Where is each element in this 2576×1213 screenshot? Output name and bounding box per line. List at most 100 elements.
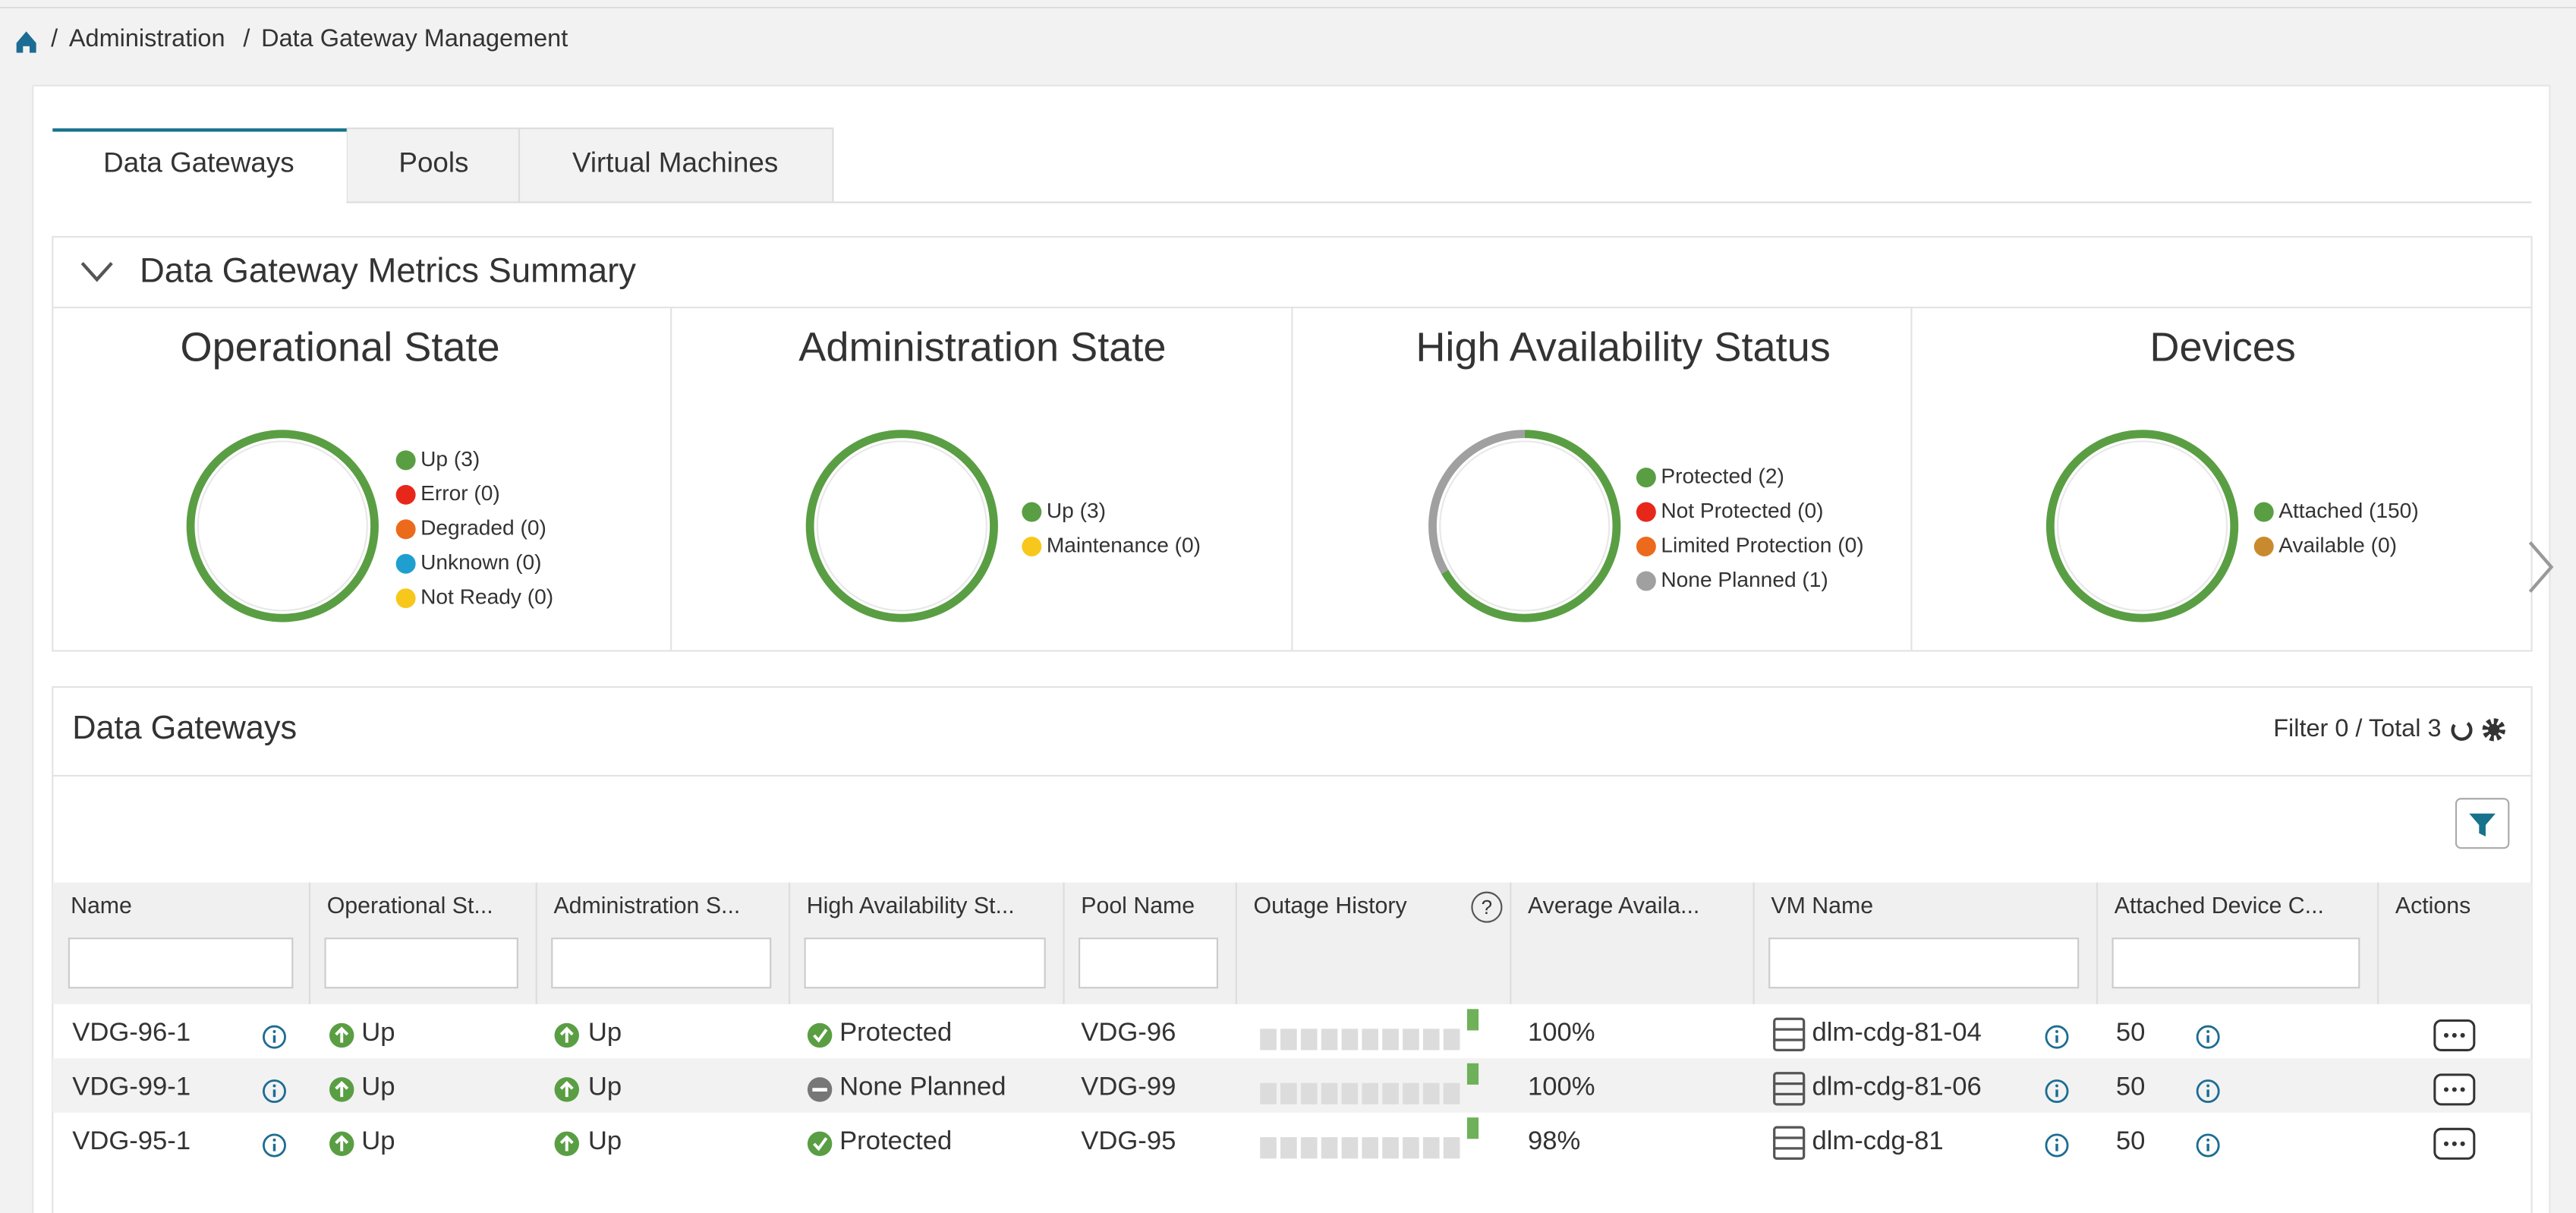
column-header: Attached Device C... <box>2115 893 2324 918</box>
actions-dot <box>2443 1032 2449 1038</box>
average-availability: 98% <box>1528 1126 1580 1155</box>
info-icon[interactable] <box>2196 1079 2220 1104</box>
tab-label[interactable]: Virtual Machines <box>572 147 778 178</box>
info-icon[interactable] <box>2045 1079 2069 1104</box>
legend-swatch <box>395 553 416 574</box>
legend-label: Attached (150) <box>2278 499 2419 522</box>
legend-label: Not Ready (0) <box>420 585 553 609</box>
info-icon[interactable] <box>263 1133 286 1158</box>
donut-segment <box>186 430 379 622</box>
info-icon[interactable] <box>2196 1133 2220 1158</box>
status-arrow <box>335 1135 349 1152</box>
outage-block <box>1362 1082 1379 1104</box>
actions-dot <box>2443 1087 2449 1092</box>
operational-state: Up <box>361 1072 395 1101</box>
filter-input[interactable] <box>1768 937 2080 989</box>
column-header: Name <box>71 893 132 918</box>
filter-input[interactable] <box>1079 937 1219 989</box>
help-icon[interactable] <box>1471 891 1503 923</box>
legend-swatch <box>1636 571 1656 591</box>
tab-active[interactable] <box>52 128 347 203</box>
outage-block <box>1422 1082 1440 1104</box>
legend-swatch <box>395 588 416 609</box>
filter-input[interactable] <box>551 937 772 989</box>
home-icon[interactable] <box>16 31 36 53</box>
pool-link[interactable]: VDG-99 <box>1081 1072 1176 1101</box>
vm-icon-lines <box>1774 1028 1804 1041</box>
vm-icon <box>1773 1126 1806 1160</box>
average-availability: 100% <box>1528 1018 1595 1047</box>
info-icon-dot <box>2055 1030 2058 1033</box>
outage-block <box>1443 1029 1460 1051</box>
attached-devices: 50 <box>2116 1126 2146 1155</box>
outage-block <box>1362 1137 1379 1159</box>
legend-label: Maintenance (0) <box>1047 533 1201 556</box>
pool-link[interactable]: VDG-96 <box>1081 1018 1176 1047</box>
info-icon[interactable] <box>2045 1025 2069 1049</box>
outage-block <box>1260 1137 1277 1159</box>
next-arrow[interactable] <box>2528 541 2554 593</box>
outage-block <box>1280 1082 1297 1104</box>
column-header: Operational St... <box>327 893 493 918</box>
legend-label: Up (3) <box>1047 499 1106 522</box>
actions-dot <box>2452 1032 2457 1038</box>
settings-icon[interactable] <box>2482 718 2505 742</box>
info-icon-dot <box>272 1084 276 1088</box>
tab[interactable] <box>518 128 834 203</box>
legend-swatch <box>395 450 416 471</box>
breadcrumb-current: Data Gateway Management <box>261 24 568 52</box>
info-icon[interactable] <box>2196 1025 2220 1049</box>
gateway-link[interactable]: VDG-95-1 <box>72 1126 191 1155</box>
legend-swatch <box>2253 537 2274 556</box>
gateway-link[interactable]: VDG-96-1 <box>72 1018 191 1047</box>
filter-input[interactable] <box>324 937 518 989</box>
filter-icon <box>2469 813 2496 837</box>
outage-block <box>1260 1082 1277 1104</box>
administration-state: Up <box>588 1018 622 1047</box>
legend-swatch <box>1636 502 1656 522</box>
column-header: High Availability St... <box>807 893 1015 918</box>
outage-block <box>1321 1082 1338 1104</box>
tab-label[interactable]: Pools <box>398 147 468 178</box>
info-icon[interactable] <box>263 1079 286 1104</box>
outage-block <box>1280 1137 1297 1159</box>
pool-link[interactable]: VDG-95 <box>1081 1126 1176 1155</box>
column-header: Average Availa... <box>1528 893 1699 918</box>
outage-block <box>1260 1029 1277 1051</box>
gateway-link[interactable]: VDG-99-1 <box>72 1072 191 1101</box>
filter-input[interactable] <box>2112 937 2360 989</box>
ha-check <box>813 1029 828 1043</box>
collapse-chevron[interactable] <box>80 262 113 282</box>
legend-label: Protected (2) <box>1661 465 1784 488</box>
info-icon[interactable] <box>263 1025 286 1049</box>
column-header: Outage History <box>1254 893 1408 918</box>
breadcrumb-link[interactable]: Administration <box>69 24 225 52</box>
tab-label[interactable]: Data Gateways <box>103 147 294 178</box>
refresh-icon[interactable] <box>2451 722 2473 741</box>
actions-dot <box>2452 1141 2457 1146</box>
legend-label: Limited Protection (0) <box>1661 533 1863 556</box>
administration-state: Up <box>588 1126 622 1155</box>
donut-inner-ring <box>2057 440 2228 612</box>
column-header: VM Name <box>1771 893 1873 918</box>
ha-check <box>813 1137 828 1152</box>
outage-recent <box>1466 1009 1479 1031</box>
legend-swatch <box>1022 537 1042 556</box>
filter-input[interactable] <box>68 937 294 989</box>
panel-title: Devices <box>2149 325 2295 370</box>
filter-input[interactable] <box>804 937 1046 989</box>
section-title: Data Gateway Metrics Summary <box>140 251 636 290</box>
info-icon[interactable] <box>2045 1133 2069 1158</box>
legend-swatch <box>1636 537 1656 556</box>
ha-status: Protected <box>839 1126 952 1155</box>
info-icon-dot <box>2206 1030 2210 1033</box>
legend-swatch <box>1636 468 1656 488</box>
ha-icon <box>807 1131 833 1157</box>
legend-label: None Planned (1) <box>1661 568 1828 591</box>
outage-block <box>1362 1029 1379 1051</box>
outage-block <box>1341 1029 1359 1051</box>
panel-title: Administration State <box>798 325 1166 370</box>
status-arrow <box>559 1135 574 1152</box>
panel-title: High Availability Status <box>1416 325 1830 370</box>
